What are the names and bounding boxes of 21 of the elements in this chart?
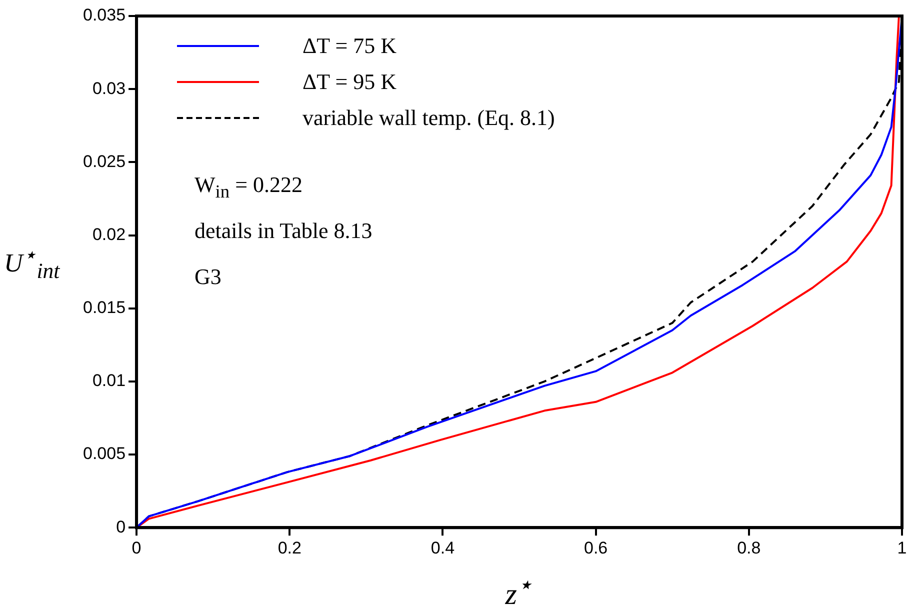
legend-label: ΔT = 95 K [302, 69, 397, 95]
annotation: details in Table 8.13 [194, 217, 372, 245]
annotation: G3 [194, 263, 222, 291]
x-axis-title: z$^{⋆}$ [505, 570, 533, 608]
x-tick-label: 0 [132, 538, 142, 558]
x-tick-label: 0.6 [584, 538, 608, 558]
y-tick-label: 0 [116, 517, 126, 536]
x-tick-label: 1 [897, 538, 907, 558]
y-tick-label: 0.035 [82, 6, 126, 25]
x-tick-label: 0.4 [430, 538, 455, 558]
legend-label: ΔT = 75 K [302, 33, 397, 59]
y-tick-label: 0.015 [82, 298, 126, 318]
x-tick-label: 0.2 [278, 538, 302, 558]
y-tick-label: 0.025 [82, 152, 126, 171]
x-tick-label: 0.8 [737, 538, 761, 558]
y-tick-label: 0.02 [92, 224, 126, 244]
annotation: W$_{in}$ = 0.222 [194, 171, 304, 204]
y-tick-label: 0.01 [92, 371, 126, 390]
legend-label: variable wall temp. (Eq. 8.1) [302, 105, 555, 131]
y-tick-label: 0.03 [92, 78, 126, 98]
y-tick-label: 0.005 [82, 444, 126, 464]
